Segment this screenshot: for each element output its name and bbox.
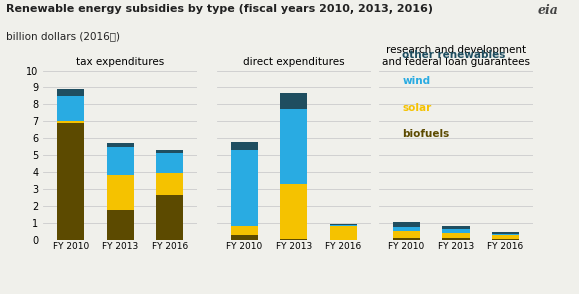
- Bar: [107, 175, 134, 210]
- Bar: [393, 227, 420, 231]
- Text: biofuels: biofuels: [402, 129, 450, 139]
- Bar: [329, 225, 357, 226]
- Bar: [280, 108, 307, 184]
- Bar: [107, 143, 134, 148]
- Bar: [57, 123, 85, 240]
- Bar: [442, 238, 470, 240]
- Title: tax expenditures: tax expenditures: [76, 57, 164, 67]
- Bar: [393, 222, 420, 227]
- Text: billion dollars (2016Ⓢ): billion dollars (2016Ⓢ): [6, 31, 120, 41]
- Bar: [231, 235, 258, 240]
- Title: direct expenditures: direct expenditures: [243, 57, 345, 67]
- Bar: [57, 89, 85, 96]
- Bar: [492, 235, 519, 239]
- Bar: [57, 121, 85, 123]
- Bar: [492, 232, 519, 234]
- Bar: [492, 239, 519, 240]
- Bar: [107, 210, 134, 240]
- Bar: [156, 150, 183, 153]
- Text: wind: wind: [402, 76, 431, 86]
- Bar: [329, 224, 357, 225]
- Bar: [393, 231, 420, 238]
- Bar: [156, 195, 183, 240]
- Text: other renewables: other renewables: [402, 50, 506, 60]
- Bar: [442, 233, 470, 238]
- Text: Renewable energy subsidies by type (fiscal years 2010, 2013, 2016): Renewable energy subsidies by type (fisc…: [6, 4, 433, 14]
- Bar: [156, 173, 183, 195]
- Bar: [231, 141, 258, 150]
- Title: research and development
and federal loan guarantees: research and development and federal loa…: [382, 45, 530, 67]
- Bar: [156, 153, 183, 173]
- Bar: [393, 238, 420, 240]
- Bar: [280, 184, 307, 239]
- Bar: [442, 226, 470, 229]
- Bar: [492, 234, 519, 235]
- Bar: [231, 150, 258, 226]
- Bar: [280, 239, 307, 240]
- Bar: [57, 96, 85, 121]
- Text: solar: solar: [402, 103, 432, 113]
- Bar: [442, 229, 470, 233]
- Bar: [280, 93, 307, 108]
- Text: eia: eia: [538, 4, 559, 17]
- Bar: [329, 226, 357, 240]
- Bar: [107, 148, 134, 175]
- Bar: [231, 226, 258, 235]
